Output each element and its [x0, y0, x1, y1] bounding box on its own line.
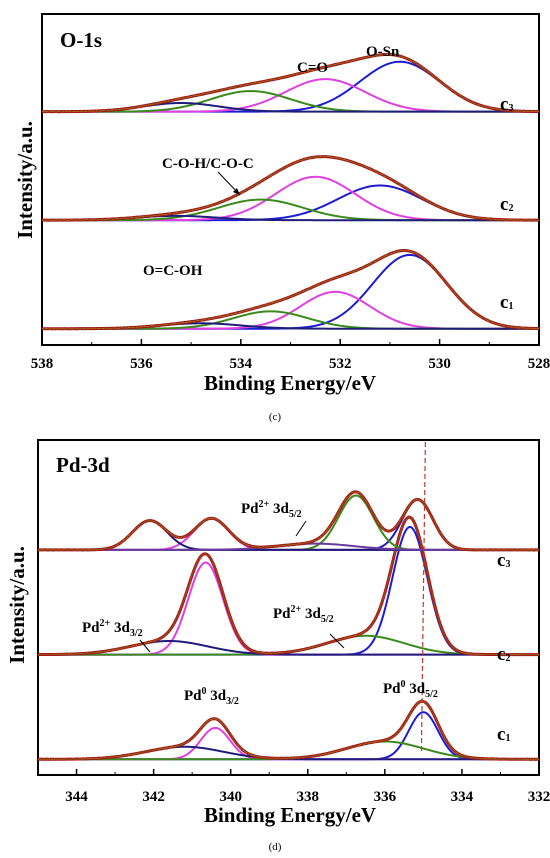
c2-component-curve: [42, 175, 539, 222]
o1s-annotation-o-c-oh: O=C-OH: [143, 263, 203, 279]
c3-component-curve: [42, 60, 540, 113]
pd3d-annotation-pd0-3d32: Pd0 3d3/2: [184, 686, 239, 707]
c2-fit-envelope: [42, 155, 540, 222]
x-tick-label: 332: [528, 789, 550, 805]
c1-fit-envelope-inner: [42, 250, 540, 330]
o1s-annotation-o-sn: O-Sn: [366, 44, 400, 60]
o1s-panel-title: O-1s: [60, 28, 102, 52]
x-tick-label: 538: [31, 356, 54, 372]
pd3d-curves: [37, 490, 540, 762]
c3-fit-envelope-inner: [42, 53, 540, 113]
pd3d-curve-label-c1: c1: [497, 724, 510, 745]
pd3d-annotation-arrow-mid-left: [139, 639, 151, 653]
pd3d-x-ticks: 344 342 340 338 336 334 332: [37, 769, 550, 805]
x-tick-label: 344: [65, 789, 88, 805]
pd3d-chart: 344 342 340 338 336 334 332 Pd-3d Pd2+ 3d5/2 P…: [5, 439, 550, 853]
o1s-curve-label-c2: c2: [500, 194, 513, 215]
c1-fit-envelope: [42, 249, 540, 331]
c3-raw-data: [37, 491, 540, 552]
c2-raw-data: [37, 516, 540, 657]
c1-fit-envelope: [38, 699, 539, 761]
pd3d-annotation-pd2-3d52-mid: Pd2+ 3d5/2: [273, 604, 334, 625]
pd3d-annotation-pd2-3d52-top: Pd2+ 3d5/2: [241, 499, 302, 520]
o1s-annotation-c-double-o: C=O: [297, 60, 328, 76]
pd3d-plot-frame: [37, 439, 540, 776]
x-tick-label: 536: [130, 356, 153, 372]
x-tick-label: 342: [142, 789, 165, 805]
c3-component-curve: [42, 78, 539, 113]
pd3d-panel-title: Pd-3d: [56, 453, 110, 477]
x-tick-label: 534: [230, 356, 253, 372]
pd3d-curve-label-c2: c2: [497, 644, 510, 665]
c2-raw-data: [41, 154, 540, 223]
x-tick-label: 532: [329, 356, 352, 372]
x-tick-label: 530: [428, 356, 451, 372]
c1-raw-data: [41, 249, 540, 331]
pd3d-annotation-pd2-3d32-mid: Pd2+ 3d3/2: [82, 618, 143, 639]
c1-component-curve: [42, 253, 540, 330]
o1s-x-axis-title: Binding Energy/eV: [204, 371, 376, 395]
o1s-curves: [41, 52, 540, 331]
o1s-caption: (c): [269, 411, 282, 423]
o1s-chart: 538 536 534 532 530 528 O-1s C=O O-Sn C-O-H/C…: [13, 13, 550, 423]
pd3d-y-axis-title: Intensity/a.u.: [5, 546, 29, 664]
o1s-annotation-c-o-h: C-O-H/C-O-C: [162, 156, 254, 172]
x-tick-label: 334: [451, 789, 474, 805]
pd3d-x-axis-title: Binding Energy/eV: [204, 803, 376, 827]
o1s-annotation-arrowhead: [233, 188, 240, 195]
c3-fit-envelope-inner: [38, 491, 539, 551]
x-tick-label: 528: [528, 356, 550, 372]
c1-component-curve: [42, 310, 539, 330]
c3-fit-envelope: [42, 52, 540, 114]
o1s-y-axis-title: Intensity/a.u.: [13, 121, 37, 239]
x-tick-label: 340: [219, 789, 242, 805]
o1s-curve-label-c3: c3: [500, 94, 513, 115]
o1s-curve-label-c1: c1: [500, 292, 513, 313]
x-tick-label: 338: [297, 789, 320, 805]
x-tick-label: 336: [374, 789, 397, 805]
pd3d-annotation-pd0-3d52: Pd0 3d5/2: [383, 679, 438, 700]
pd3d-annotation-arrow-mid-right: [329, 633, 345, 649]
c1-raw-data: [37, 700, 540, 762]
c3-raw-data: [41, 52, 540, 114]
pd3d-curve-label-c3: c3: [497, 550, 510, 571]
c1-component-curve: [38, 711, 539, 761]
c1-fit-envelope-inner: [38, 700, 539, 760]
o1s-x-ticks: 538 536 534 532 530 528: [31, 339, 550, 372]
pd3d-reference-dashed-line: [420, 441, 426, 754]
pd3d-caption: (d): [269, 841, 282, 853]
pd3d-annotation-arrow-top: [295, 520, 307, 537]
